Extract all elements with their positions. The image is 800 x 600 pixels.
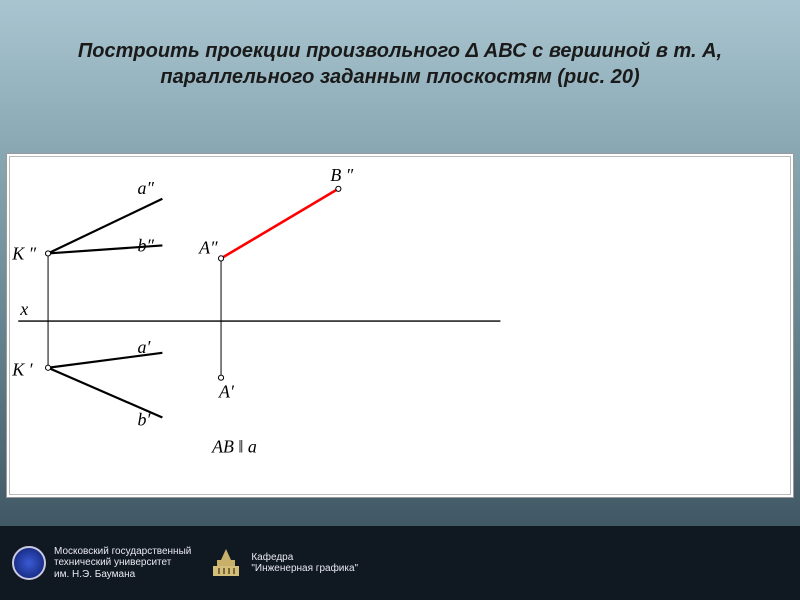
point-label-A1: A′ <box>218 382 235 402</box>
projection-diagram: x K ″ K ′ A″ A′ B ″ a″ b″ a′ b′ AB ǁ a <box>7 154 793 497</box>
x-axis-label: x <box>19 299 28 319</box>
org-department: Кафедра "Инженерная графика" <box>209 546 358 580</box>
line-K2-a2_end <box>48 199 162 254</box>
line-K1-b1_end <box>48 368 162 418</box>
point-A2 <box>218 256 223 261</box>
point-B2 <box>336 186 341 191</box>
org-dept-text: Кафедра "Инженерная графика" <box>251 552 358 575</box>
org1-line2: технический университет <box>54 557 191 569</box>
org2-line2: "Инженерная графика" <box>251 563 358 575</box>
line-A2-B2 <box>221 189 338 259</box>
point-K1 <box>45 365 50 370</box>
point-K2 <box>45 251 50 256</box>
point-A1 <box>218 375 223 380</box>
line-label-1: b″ <box>138 235 155 255</box>
org-bauman-text: Московский государственный технический у… <box>54 546 191 581</box>
org1-line3: им. Н.Э. Баумана <box>54 569 191 581</box>
footer-bar: Московский государственный технический у… <box>0 526 800 600</box>
org-bauman: Московский государственный технический у… <box>12 546 191 581</box>
line-K1-a1_end <box>48 353 162 368</box>
line-label-0: a″ <box>138 178 155 198</box>
point-label-B2: B ″ <box>330 165 353 185</box>
university-seal-icon <box>12 546 46 580</box>
org1-line1: Московский государственный <box>54 546 191 558</box>
slide-title: Построить проекции произвольного Δ АВС с… <box>0 0 800 124</box>
diagram-caption: AB ǁ a <box>211 436 257 456</box>
diagram-panel: x K ″ K ′ A″ A′ B ″ a″ b″ a′ b′ AB ǁ a <box>6 153 794 498</box>
line-label-3: b′ <box>138 409 152 429</box>
line-K2-b2_end <box>48 245 162 253</box>
department-building-icon <box>209 546 243 580</box>
title-line-2: параллельного заданным плоскостям (рис. … <box>40 64 760 90</box>
line-label-2: a′ <box>138 337 152 357</box>
org2-line1: Кафедра <box>251 552 358 564</box>
point-label-A2: A″ <box>198 237 218 257</box>
point-label-K1: K ′ <box>11 360 33 380</box>
point-label-K2: K ″ <box>11 243 36 263</box>
title-line-1: Построить проекции произвольного Δ АВС с… <box>40 38 760 64</box>
